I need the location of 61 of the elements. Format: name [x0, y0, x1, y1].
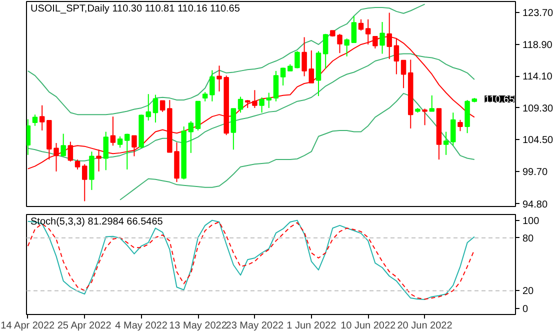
text: 110.65 — [484, 94, 515, 106]
x-tick-label: 23 May 2022 — [226, 320, 284, 332]
candlestick — [103, 131, 108, 171]
candlestick — [117, 136, 123, 148]
y-tick-label: 99.70 — [522, 166, 548, 178]
candlestick — [308, 50, 314, 84]
candlestick — [89, 151, 94, 190]
y-tick-label: 118.90 — [522, 40, 553, 51]
candlestick — [322, 33, 328, 70]
x-tick-label: 13 May 2022 — [169, 320, 228, 332]
candlestick — [358, 18, 364, 32]
candlestick — [252, 90, 258, 108]
candlestick — [68, 141, 74, 162]
candlestick — [380, 22, 385, 54]
x-tick-label: 4 May 2022 — [115, 320, 168, 332]
x-tick-label: 14 Apr 2022 — [0, 320, 56, 332]
candlestick — [210, 70, 215, 102]
candlestick — [230, 108, 236, 150]
x-tick-label: 10 Jun 2022 — [340, 320, 396, 332]
candlestick — [443, 131, 449, 156]
candlestick — [450, 112, 456, 146]
line-series — [27, 4, 426, 116]
candlestick — [74, 159, 80, 170]
x-tick-label: 20 Jun 2022 — [397, 320, 453, 332]
chart-title: Stoch(5,3,3) 81.2984 66.5465 — [30, 216, 164, 228]
candlestick — [152, 94, 158, 124]
candlestick — [160, 100, 166, 112]
candlestick — [351, 16, 357, 43]
y-tick-label: 80 — [522, 233, 534, 244]
y-tick-label: 114.10 — [522, 72, 553, 83]
candlestick — [26, 118, 31, 156]
y-tick-label: 109.30 — [522, 103, 554, 114]
candlestick — [60, 133, 66, 157]
candlestick — [110, 116, 116, 146]
y-tick-label: 94.80 — [522, 199, 548, 210]
candlestick — [132, 135, 137, 157]
y-tick-label: 0 — [522, 304, 528, 315]
candlestick — [280, 67, 286, 86]
y-tick-label: 123.70 — [522, 8, 554, 20]
candlestick — [188, 120, 194, 154]
x-tick-label: 25 Apr 2022 — [57, 320, 112, 332]
line-series — [120, 92, 475, 200]
candlestick — [302, 36, 307, 77]
y-tick-label: 104.50 — [522, 135, 554, 146]
candlestick — [400, 60, 406, 89]
candlestick — [238, 96, 244, 114]
candlestick — [202, 92, 208, 102]
candlestick — [124, 133, 130, 170]
y-tick-label: 100 — [522, 216, 540, 227]
candlestick — [429, 94, 434, 112]
candlestick — [39, 104, 45, 131]
candlestick — [458, 119, 463, 132]
candlestick — [422, 108, 428, 126]
candlestick — [146, 94, 152, 122]
candlestick — [344, 38, 350, 57]
candlestick — [82, 164, 88, 202]
chart-title: USOIL_SPT,Daily 110.30 110.81 110.16 110.65 — [30, 4, 240, 14]
x-tick-label: 1 Jun 2022 — [286, 320, 337, 332]
candlestick — [273, 70, 279, 102]
y-tick-label: 20 — [522, 286, 534, 298]
candlestick — [32, 114, 38, 126]
